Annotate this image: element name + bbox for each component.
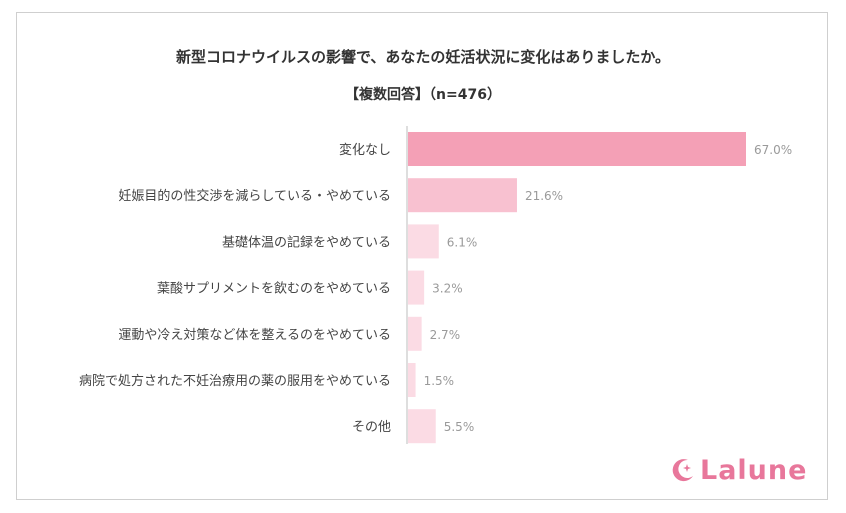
- category-label-2: 基礎体温の記録をやめている: [222, 234, 391, 250]
- value-label-2: 6.1%: [447, 235, 478, 249]
- logo-text: Lalune: [700, 454, 808, 486]
- category-label-4: 運動や冷え対策など体を整えるのをやめている: [118, 327, 391, 343]
- category-label-5: 病院で処方された不妊治療用の薬の服用をやめている: [79, 373, 391, 389]
- value-label-1: 21.6%: [525, 189, 563, 203]
- category-label-1: 妊娠目的の性交渉を減らしている・やめている: [118, 188, 391, 204]
- bar-1: [408, 178, 517, 213]
- bar-6: [408, 409, 436, 444]
- category-label-3: 葉酸サプリメントを飲むのをやめている: [157, 281, 391, 297]
- bar-0: [408, 132, 746, 166]
- value-label-3: 3.2%: [432, 282, 463, 296]
- bar-3: [408, 270, 425, 305]
- bars-group: 変化なし 67.0% 妊娠目的の性交渉を減らしている・やめている 21.6% 基礎体温の…: [79, 132, 792, 444]
- chart-subtitle: 【複数回答】（n=476）: [345, 87, 501, 103]
- bar-5: [408, 363, 416, 397]
- bar-4: [408, 316, 422, 351]
- lalune-logo: Lalune: [668, 452, 807, 488]
- value-label-5: 1.5%: [424, 374, 455, 388]
- value-label-0: 67.0%: [754, 143, 792, 157]
- category-label-0: 変化なし: [339, 142, 391, 158]
- category-label-6: その他: [352, 420, 391, 435]
- value-label-4: 2.7%: [430, 328, 461, 342]
- chart-title: 新型コロナウイルスの影響で、あなたの妊活状況に変化はありましたか。: [175, 48, 671, 66]
- moon-star-icon: [672, 459, 693, 482]
- value-label-6: 5.5%: [444, 420, 475, 434]
- bar-2: [408, 224, 439, 259]
